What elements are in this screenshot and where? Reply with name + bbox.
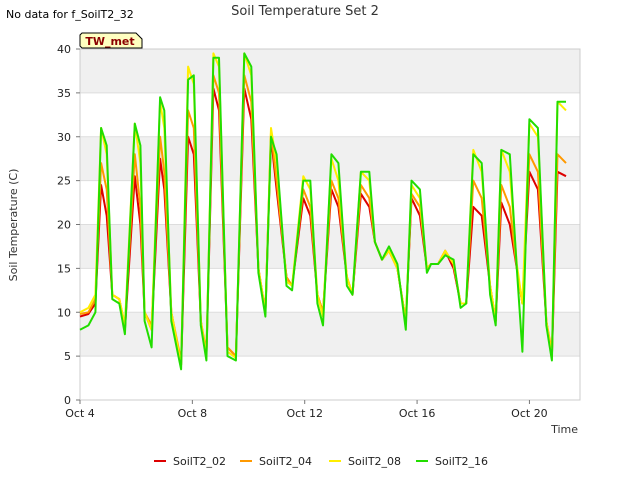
x-tick-label: Oct 16 bbox=[399, 407, 436, 420]
legend-label-soilt2_02: SoilT2_02 bbox=[173, 455, 226, 468]
y-axis-title: Soil Temperature (C) bbox=[7, 169, 20, 282]
site-badge: TW_met bbox=[79, 32, 143, 49]
plot-band bbox=[80, 312, 580, 357]
y-tick-label: 0 bbox=[64, 394, 71, 407]
y-tick-label: 40 bbox=[57, 43, 71, 56]
no-data-note: No data for f_SoilT2_32 bbox=[6, 8, 134, 21]
site-badge-label: TW_met bbox=[85, 35, 134, 48]
series-line-soilt2_16 bbox=[79, 52, 566, 371]
y-tick-label: 20 bbox=[57, 219, 71, 232]
y-tick-label: 15 bbox=[57, 262, 71, 275]
legend-label-soilt2_08: SoilT2_08 bbox=[348, 455, 401, 468]
x-tick-label: Oct 8 bbox=[178, 407, 208, 420]
chart-title: Soil Temperature Set 2 bbox=[231, 4, 379, 19]
series-lines bbox=[79, 52, 567, 371]
y-tick-label: 10 bbox=[57, 306, 71, 319]
plot-band bbox=[80, 92, 580, 137]
y-tick-label: 30 bbox=[57, 131, 71, 144]
plot-band bbox=[80, 49, 580, 93]
x-axis-title: Time bbox=[550, 423, 578, 436]
x-tick-label: Oct 4 bbox=[65, 407, 95, 420]
x-axis-ticks: Oct 4 Oct 8 Oct 12 Oct 16 Oct 20 bbox=[65, 400, 548, 420]
y-tick-label: 35 bbox=[57, 87, 71, 100]
x-tick-label: Oct 20 bbox=[511, 407, 548, 420]
y-tick-label: 5 bbox=[64, 350, 71, 363]
legend-label-soilt2_04: SoilT2_04 bbox=[259, 455, 312, 468]
legend-label-soilt2_16: SoilT2_16 bbox=[435, 455, 488, 468]
legend: SoilT2_02 SoilT2_04 SoilT2_08 SoilT2_16 bbox=[154, 455, 488, 468]
plot-band bbox=[80, 356, 580, 400]
y-axis-ticks: 0 5 10 15 20 25 30 35 40 bbox=[57, 43, 80, 407]
site-badge-shape bbox=[79, 32, 143, 49]
y-tick-label: 25 bbox=[57, 175, 71, 188]
x-tick-label: Oct 12 bbox=[286, 407, 323, 420]
